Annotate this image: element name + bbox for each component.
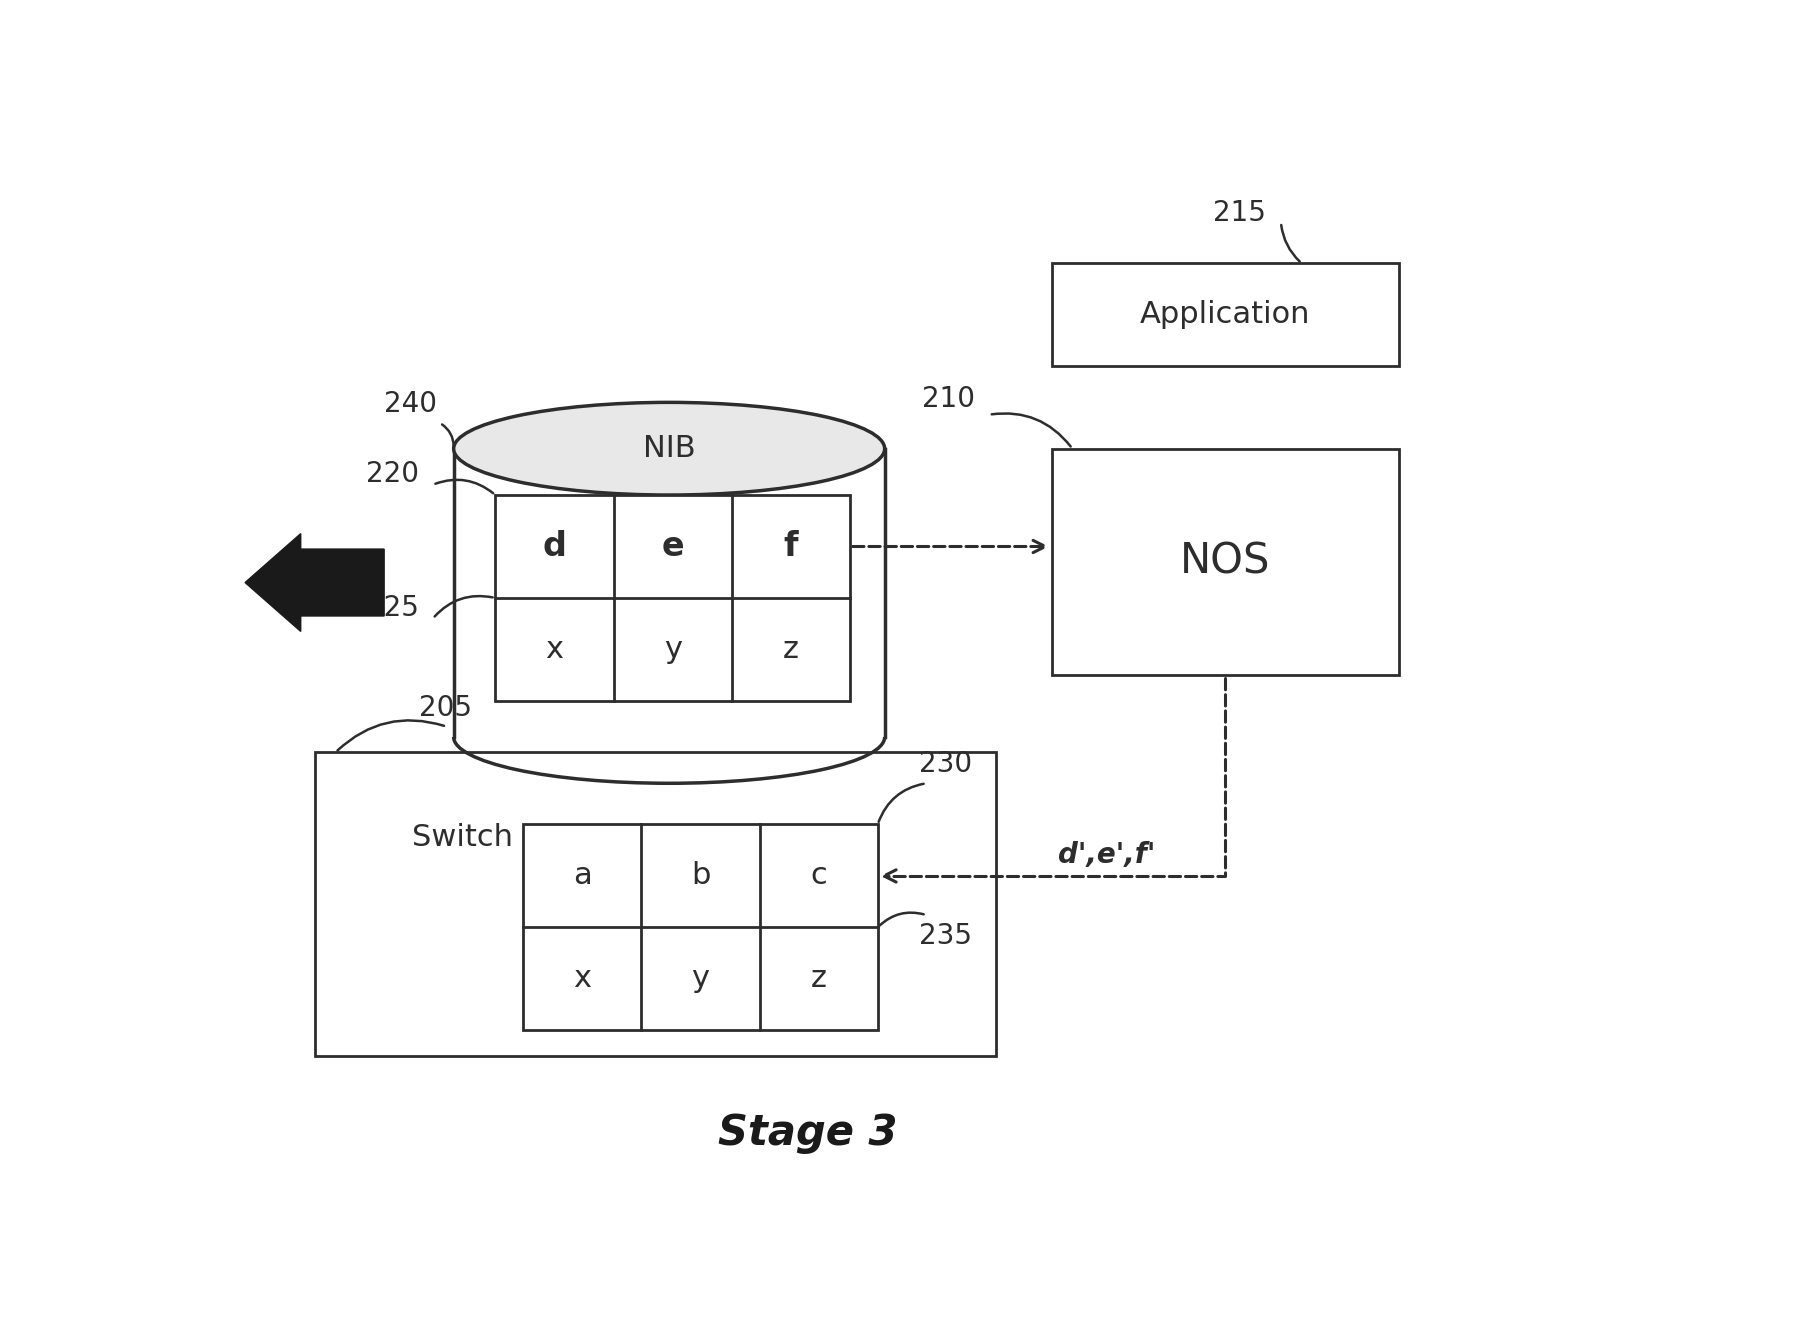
Text: z: z	[811, 964, 827, 993]
Text: e: e	[662, 529, 684, 563]
Text: y: y	[664, 635, 682, 664]
Text: a: a	[572, 861, 592, 890]
Text: 220: 220	[366, 460, 418, 488]
Text: NOS: NOS	[1180, 541, 1270, 583]
FancyBboxPatch shape	[314, 753, 996, 1056]
Text: NIB: NIB	[642, 435, 696, 463]
FancyBboxPatch shape	[1051, 449, 1399, 675]
FancyBboxPatch shape	[1051, 263, 1399, 366]
Text: Application: Application	[1139, 301, 1311, 329]
Text: c: c	[811, 861, 827, 890]
Text: 230: 230	[919, 750, 972, 778]
Text: Switch: Switch	[413, 824, 513, 852]
Text: b: b	[691, 861, 710, 890]
Text: d: d	[542, 529, 567, 563]
Text: d',e',f': d',e',f'	[1058, 841, 1155, 869]
Text: 215: 215	[1213, 199, 1265, 227]
Text: x: x	[574, 964, 592, 993]
Text: Stage 3: Stage 3	[718, 1112, 899, 1154]
Text: 225: 225	[366, 594, 418, 622]
FancyBboxPatch shape	[524, 825, 877, 1031]
Text: 210: 210	[922, 385, 976, 413]
FancyArrow shape	[246, 533, 384, 631]
Text: z: z	[782, 635, 798, 664]
Text: 240: 240	[384, 390, 438, 417]
Ellipse shape	[454, 402, 884, 495]
Polygon shape	[454, 449, 884, 737]
Text: 205: 205	[418, 694, 472, 722]
Text: y: y	[691, 964, 709, 993]
Text: f: f	[784, 529, 798, 563]
FancyBboxPatch shape	[495, 495, 850, 701]
Text: x: x	[545, 635, 563, 664]
Text: 235: 235	[919, 923, 972, 951]
